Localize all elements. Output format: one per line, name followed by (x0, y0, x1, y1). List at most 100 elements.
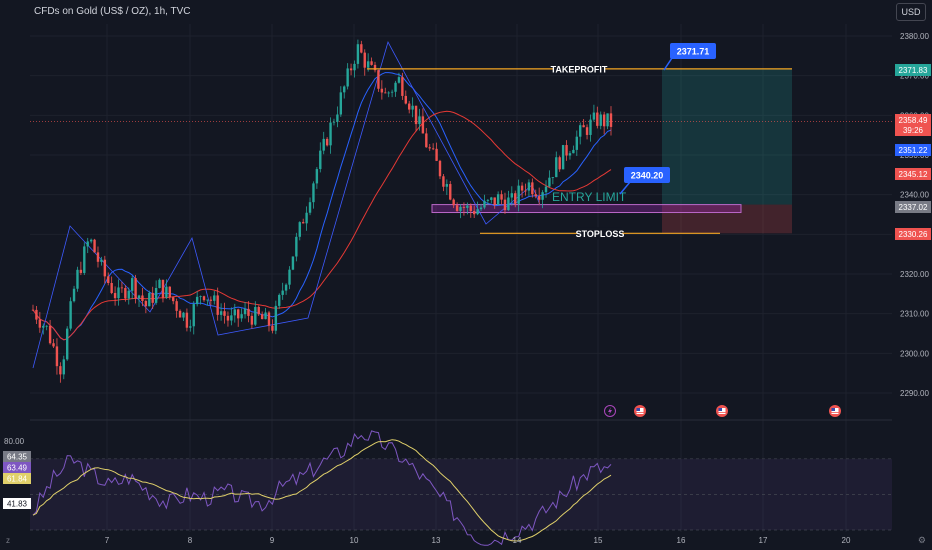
candle-body (189, 326, 192, 328)
candle-body (137, 295, 141, 299)
candle-body (219, 311, 223, 315)
candle-body (431, 148, 435, 150)
lightning-icon (604, 405, 616, 417)
entry-callout-text: 2340.20 (631, 171, 664, 181)
price-tag-label: 2330.26 (899, 230, 928, 239)
price-tag-label: 2371.83 (899, 66, 928, 75)
candle-body (274, 305, 278, 331)
candle-body (363, 52, 366, 68)
candle-body (418, 116, 421, 125)
candle-body (254, 306, 257, 325)
candle-body (315, 169, 319, 184)
candle-body (493, 197, 496, 205)
entry-limit-label: ENTRY LIMIT (552, 190, 627, 204)
candle-body (408, 103, 411, 110)
lightning-glyph (608, 407, 612, 415)
candle-body (295, 236, 298, 257)
candle-body (213, 295, 216, 301)
candle-body (168, 286, 172, 298)
entry-zone (431, 204, 742, 214)
entry-callout (624, 167, 670, 183)
candle-body (343, 86, 346, 93)
candle-body (52, 343, 55, 347)
candle-body (544, 186, 548, 193)
flag-canton (718, 408, 722, 411)
stoploss-label-bg (578, 227, 622, 240)
rsi-tick-label: 80.00 (4, 437, 25, 446)
rsi-tag (3, 498, 31, 509)
time-tick-label: 10 (350, 536, 359, 545)
candle-body (103, 259, 107, 277)
price-tag (895, 114, 931, 136)
candle-body (110, 283, 113, 294)
candle-body (185, 312, 189, 328)
candle-body (237, 309, 240, 319)
candle-body (195, 296, 199, 305)
candle-body (380, 88, 384, 93)
candle-body (281, 290, 284, 295)
candle-body (192, 304, 195, 327)
candle-body (531, 182, 534, 195)
candle-body (202, 296, 206, 301)
candle-body (62, 359, 65, 375)
candle-body (579, 125, 582, 137)
time-tick-label: 16 (677, 536, 686, 545)
candle-body (96, 252, 100, 262)
candle-body (284, 284, 288, 291)
candle-body (366, 61, 370, 68)
candle-body (425, 133, 428, 148)
price-tag (895, 144, 931, 156)
rsi-pane: 80.00 64.35 63.49 61.84 41.83 (3, 430, 892, 546)
candle-body (575, 136, 578, 150)
candle-body (250, 315, 254, 325)
candle-body (609, 113, 613, 127)
candle-body (319, 150, 322, 170)
candle-body (582, 125, 585, 128)
candle-body (127, 290, 130, 299)
candle-body (216, 295, 219, 315)
candle-body (449, 184, 452, 200)
candle-body (278, 294, 281, 306)
candle-body (442, 176, 445, 187)
price-tag-label: 2345.12 (899, 170, 928, 179)
rsi-signal-line (32, 439, 612, 542)
event-icons (604, 405, 841, 417)
rsi-tag-label: 63.49 (7, 464, 28, 473)
time-tick-label: 15 (594, 536, 603, 545)
candle-body (469, 205, 472, 212)
candle-body (93, 239, 96, 253)
time-tick-label: 20 (842, 536, 851, 545)
candle-body (161, 279, 165, 298)
candle-body (445, 184, 449, 187)
candle-body (411, 105, 414, 110)
candle-body (507, 197, 510, 211)
candle-body (329, 122, 332, 146)
takeprofit-label-bg (553, 62, 605, 75)
candle-body (206, 299, 209, 301)
candle-body (301, 222, 305, 224)
candle-body (178, 310, 182, 318)
candle-body (527, 182, 531, 191)
rsi-tag (3, 473, 31, 484)
candle-body (312, 183, 315, 203)
trade-zones (30, 68, 892, 234)
candle-body (428, 147, 431, 149)
flag-canton (636, 408, 640, 411)
candle-body (462, 206, 466, 208)
price-tick-label: 2290.00 (900, 389, 929, 398)
price-axis: 2380.002370.002360.002350.002340.002330.… (895, 32, 931, 398)
candle-body (165, 286, 168, 298)
candle-body (113, 293, 117, 299)
candle-body (401, 77, 404, 96)
time-tick-label: 7 (105, 536, 110, 545)
candle-body (45, 325, 48, 327)
time-tick-label: 8 (188, 536, 193, 545)
candle-body (537, 196, 541, 200)
candle-body (356, 44, 360, 64)
price-tick-label: 2370.00 (900, 72, 929, 81)
candle-body (144, 300, 148, 307)
candle-body (486, 199, 490, 201)
currency-button[interactable]: USD (896, 3, 926, 21)
candle-body (76, 269, 79, 289)
